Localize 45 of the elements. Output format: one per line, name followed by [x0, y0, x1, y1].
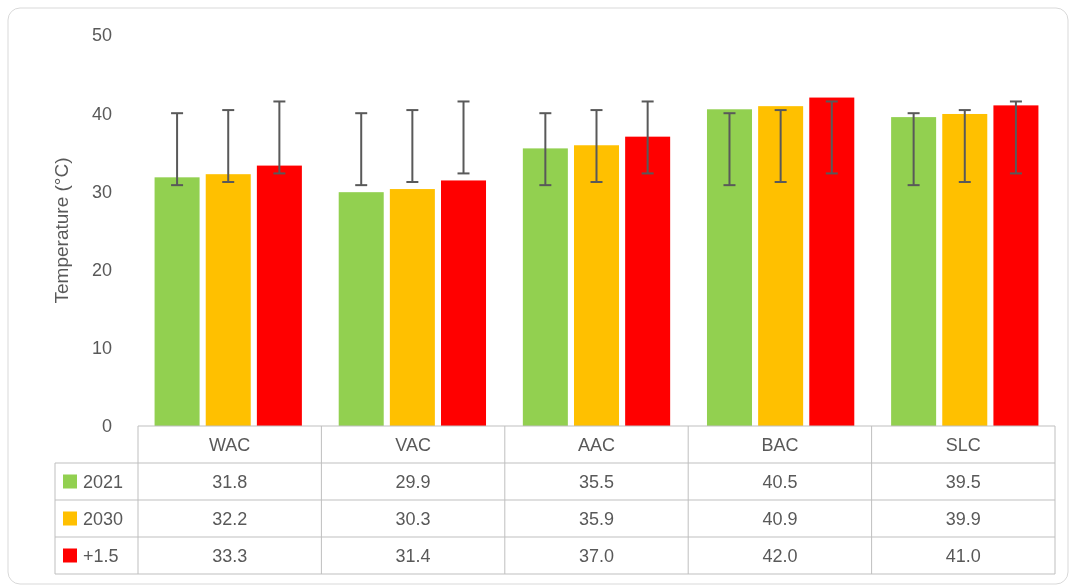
x-tick-label: VAC	[395, 434, 431, 455]
data-label: 31.4	[395, 545, 431, 566]
y-tick-label: 20	[91, 259, 112, 280]
bar	[891, 117, 937, 426]
bar	[706, 109, 752, 426]
y-tick-label: 10	[91, 338, 112, 359]
data-label: 29.9	[395, 471, 431, 492]
data-label: 35.9	[578, 508, 615, 529]
data-label: 40.5	[762, 471, 798, 492]
data-label: 42.0	[762, 545, 798, 566]
bar	[758, 106, 804, 426]
bar	[205, 174, 251, 426]
data-label: 37.0	[578, 545, 615, 566]
legend-label: +1.5	[83, 545, 119, 566]
bar	[809, 97, 855, 426]
data-label: 32.2	[212, 508, 248, 529]
data-label: 40.9	[762, 508, 798, 529]
x-tick-label: SLC	[945, 434, 981, 455]
data-label: 31.8	[212, 471, 248, 492]
x-tick-label: BAC	[761, 434, 799, 455]
data-label: 39.9	[945, 508, 981, 529]
y-tick-label: 30	[91, 181, 112, 202]
bar	[942, 113, 988, 426]
x-tick-label: WAC	[209, 434, 251, 455]
y-tick-label: 40	[91, 103, 112, 124]
bar	[154, 177, 200, 426]
bar	[522, 148, 568, 426]
bar	[573, 145, 620, 426]
data-label: 35.5	[578, 471, 615, 492]
y-tick-label: 50	[91, 25, 112, 46]
bar	[389, 189, 435, 426]
legend-label: 2021	[83, 471, 124, 492]
bar	[441, 180, 487, 426]
bar	[625, 136, 671, 426]
bar	[256, 165, 302, 426]
data-label: 41.0	[945, 545, 981, 566]
data-label: 33.3	[212, 545, 248, 566]
x-tick-label: AAC	[577, 434, 616, 455]
legend-label: 2030	[83, 508, 124, 529]
data-label: 30.3	[395, 508, 431, 529]
y-axis-title: Temperature (°C)	[51, 157, 72, 304]
bar	[338, 192, 384, 426]
bar	[993, 105, 1039, 426]
data-label: 39.5	[945, 471, 981, 492]
y-tick-label: 0	[101, 416, 112, 437]
